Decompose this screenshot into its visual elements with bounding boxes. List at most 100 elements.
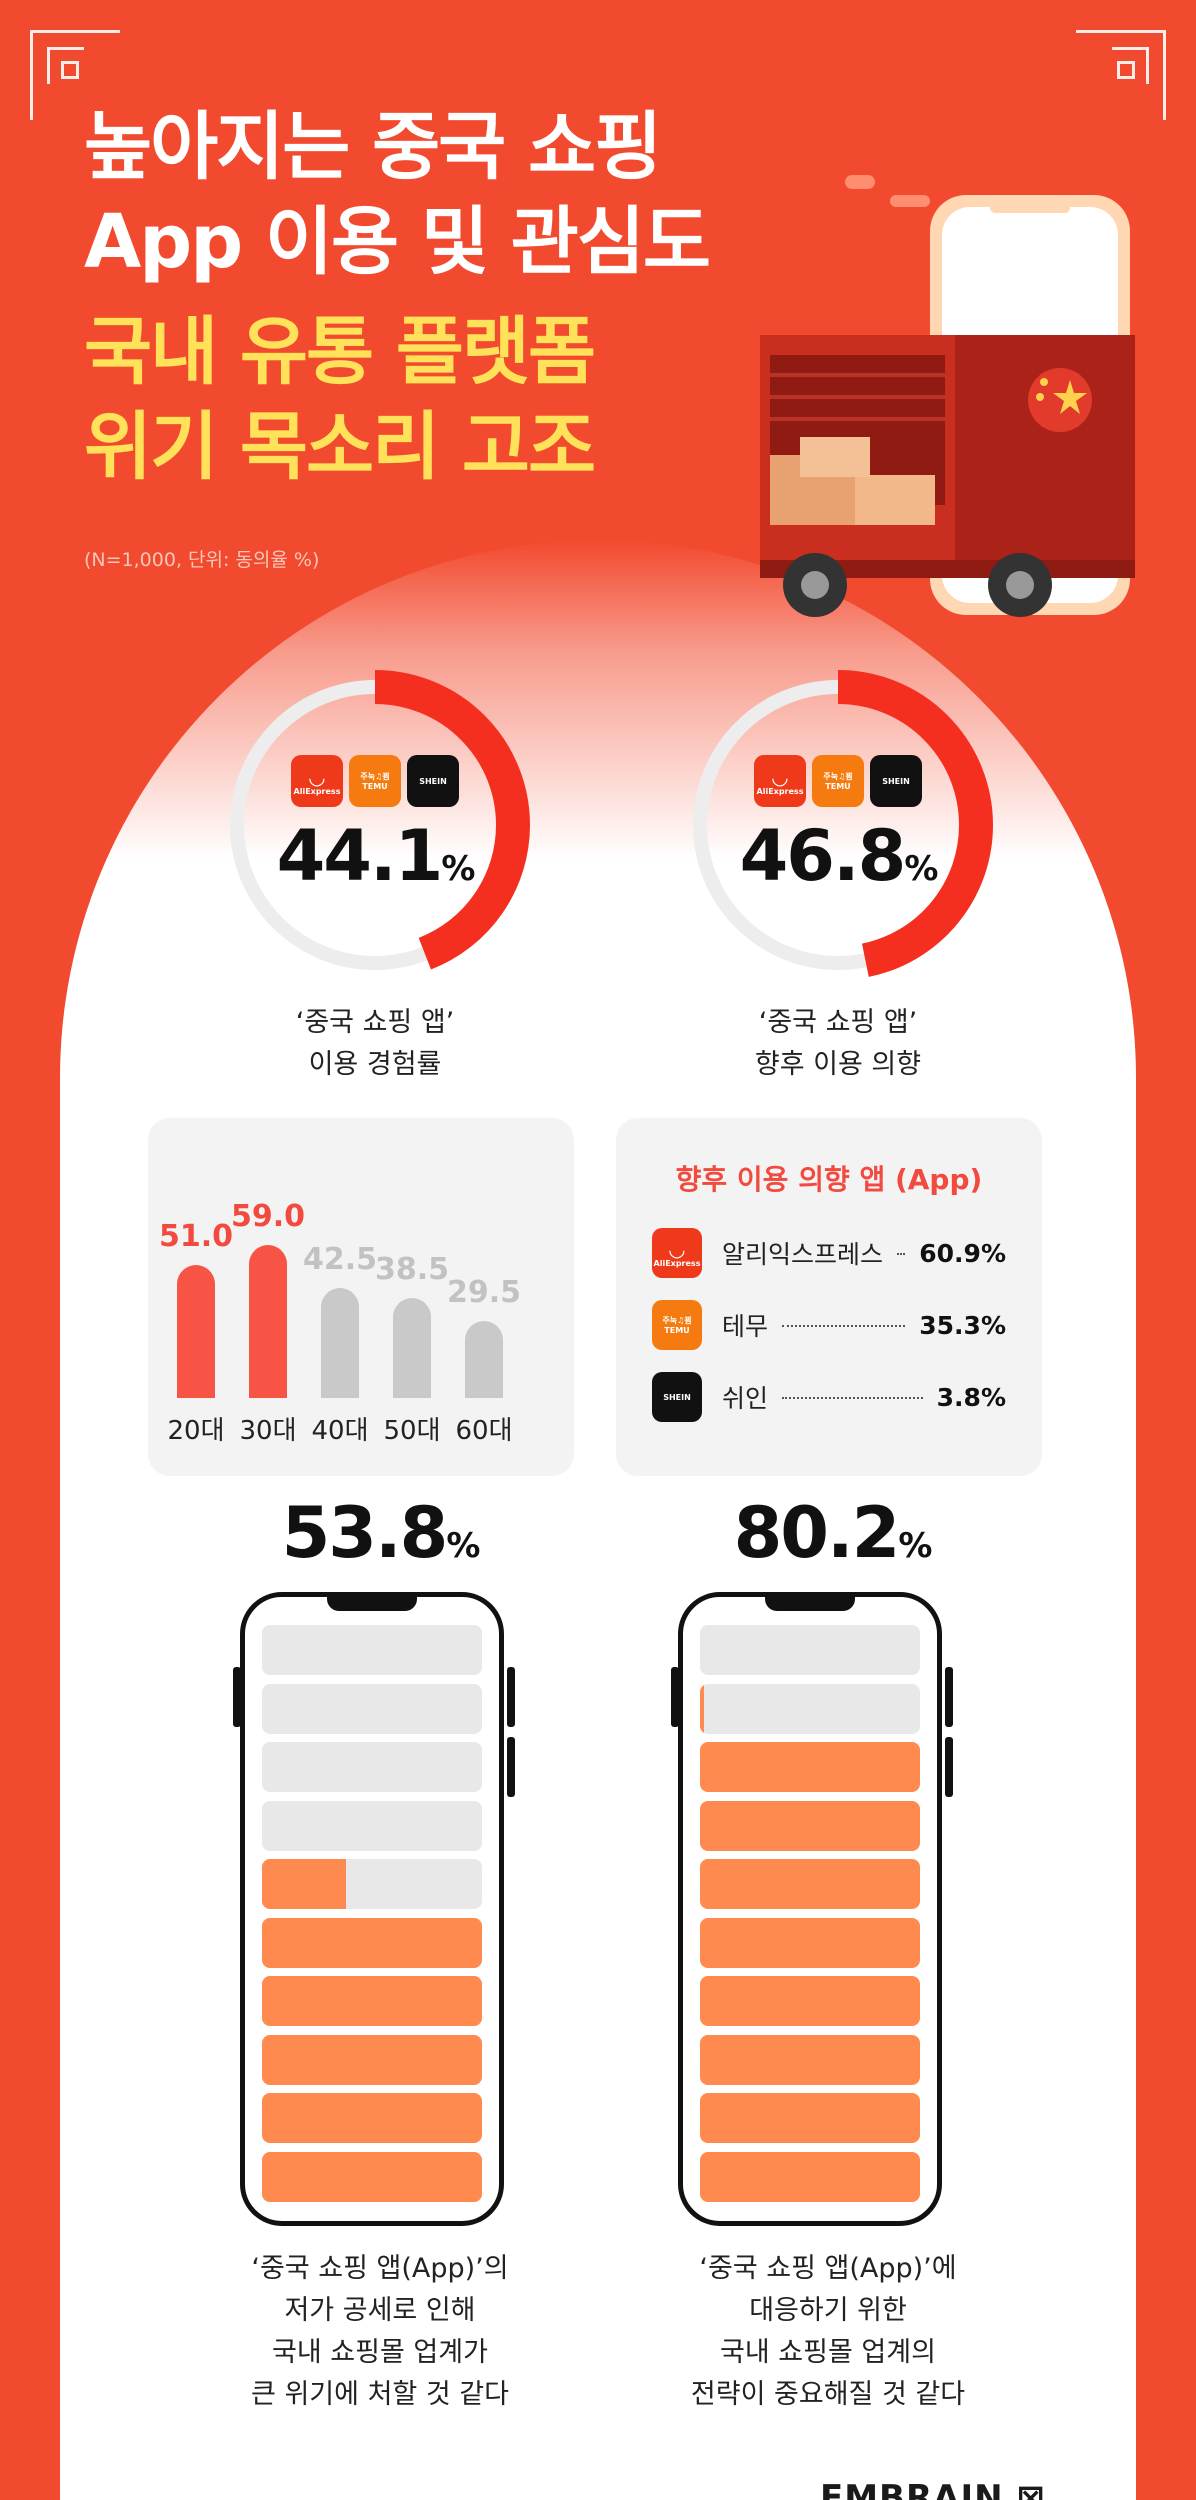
gauge-slot-fill	[700, 1976, 920, 2026]
aliexpress-icon: ◡ AliExpress	[652, 1228, 702, 1278]
donut-intent-caption: ‘중국 쇼핑 앱’ 향후 이용 의향	[668, 1002, 1008, 1086]
corner-ornament-left-icon	[30, 30, 120, 120]
leader-dots	[782, 1325, 906, 1327]
leader-dots	[897, 1253, 906, 1255]
bar-20대	[177, 1265, 215, 1398]
phone-gauge-crisis	[233, 1592, 515, 2226]
headline-line-1: 높아지는 중국 쇼핑	[84, 104, 662, 190]
gauge-slot-fill	[262, 1859, 346, 1909]
gauge-slot-fill	[262, 2151, 482, 2202]
bar-category-label: 20대	[167, 1416, 225, 1446]
aliexpress-icon: ◡ AliExpress	[754, 755, 806, 807]
donut-value: 44.1%	[276, 815, 476, 897]
headline-line-2: App 이용 및 관심도	[84, 199, 711, 285]
phone-side-button	[233, 1667, 241, 1727]
caption-line: ‘중국 쇼핑 앱’	[758, 1007, 918, 1038]
app-intent-title: 향후 이용 의향 앱 (App)	[675, 1163, 983, 1196]
gauge-slot	[262, 1625, 482, 1675]
gauge-slot	[700, 1742, 920, 1792]
bar-value-label: 29.5	[446, 1275, 522, 1311]
temu-icon: 주눅♫꾐 TEMU	[349, 755, 401, 807]
app-logos: ◡ AliExpress 주눅♫꾐 TEMU SHEIN	[205, 755, 545, 807]
bar-value-label: 38.5	[374, 1251, 450, 1287]
gauge-slot-fill	[262, 1917, 482, 1968]
app-name: 쉬인	[722, 1384, 769, 1413]
bar-category-label: 50대	[383, 1416, 441, 1446]
bar-50대	[393, 1297, 431, 1398]
caption-line: ‘중국 쇼핑 앱(App)’에	[699, 2253, 957, 2284]
app-percent: 60.9%	[919, 1238, 1006, 1268]
gauge-slot	[700, 1859, 920, 1909]
gauge-slot	[262, 2034, 482, 2085]
gauge-slot	[700, 2093, 920, 2143]
gauge-slot-fill	[700, 1859, 920, 1909]
caption-line: 향후 이용 의향	[754, 1049, 922, 1080]
phone-side-button	[507, 1667, 515, 1727]
gauge-slot-fill	[700, 1800, 920, 1851]
app-intent-row: SHEIN 쉬인 3.8%	[652, 1370, 1006, 1424]
app-name: 테무	[722, 1312, 769, 1341]
bar-30대	[249, 1244, 287, 1398]
bar-60대	[465, 1321, 503, 1398]
gauge-slot-fill	[700, 1917, 920, 1968]
donut-arc	[220, 670, 530, 980]
stat-crisis-value: 53.8%	[281, 1492, 481, 1574]
stat-crisis-caption: ‘중국 쇼핑 앱(App)’의 저가 공세로 인해 국내 쇼핑몰 업계가 큰 위…	[170, 2248, 590, 2416]
gauge-slot	[700, 1800, 920, 1851]
shein-icon: SHEIN	[870, 755, 922, 807]
gauge-slot	[262, 1683, 482, 1734]
donut-ring	[683, 670, 993, 980]
gauge-slot	[700, 1976, 920, 2026]
caption-line: ‘중국 쇼핑 앱’	[295, 1007, 455, 1038]
gauge-slot	[262, 1742, 482, 1792]
caption-line: 대응하기 위한	[749, 2295, 907, 2326]
shein-icon: SHEIN	[407, 755, 459, 807]
gauge-slot-fill	[700, 2151, 920, 2202]
app-logos: ◡ AliExpress 주눅♫꾐 TEMU SHEIN	[668, 755, 1008, 807]
temu-icon: 주눅♫꾐 TEMU	[812, 755, 864, 807]
phone-gauge-strategy	[671, 1592, 953, 2226]
gauge-slot	[700, 2151, 920, 2202]
sample-note: (N=1,000, 단위: 동의율 %)	[84, 549, 320, 571]
brand-logo: EMBRAIN ⊠	[820, 2478, 1046, 2500]
donut-usage-caption: ‘중국 쇼핑 앱’ 이용 경험률	[205, 1002, 545, 1086]
caption-line: 국내 쇼핑몰 업계가	[272, 2337, 488, 2368]
gauge-slot	[262, 1917, 482, 1968]
bar-category-label: 60대	[455, 1416, 513, 1446]
phone-notch	[765, 1595, 855, 1611]
donut-ring	[220, 670, 530, 980]
phone-notch	[327, 1595, 417, 1611]
gauge-slot	[262, 2151, 482, 2202]
corner-ornament-right-icon	[1076, 30, 1166, 120]
bar-40대	[321, 1287, 359, 1398]
stat-strategy-caption: ‘중국 쇼핑 앱(App)’에 대응하기 위한 국내 쇼핑몰 업계의 전략이 중…	[618, 2248, 1038, 2416]
donut-value: 46.8%	[739, 815, 939, 897]
caption-line: 저가 공세로 인해	[284, 2295, 476, 2326]
caption-line: 큰 위기에 처할 것 같다	[251, 2379, 509, 2410]
phone-side-button	[945, 1667, 953, 1727]
bar-value-label: 42.5	[302, 1241, 378, 1277]
stat-strategy-value: 80.2%	[733, 1492, 933, 1574]
gauge-slot	[700, 1625, 920, 1675]
donut-arc	[683, 670, 993, 980]
gauge-slot-fill	[262, 1976, 482, 2026]
gauge-slot-fill	[700, 1742, 920, 1792]
caption-line: 국내 쇼핑몰 업계의	[720, 2337, 936, 2368]
donut-usage-experience: ◡ AliExpress 주눅♫꾐 TEMU SHEIN 44.1%	[205, 655, 545, 995]
gauge-slot	[700, 1683, 920, 1734]
bar-category-label: 40대	[311, 1416, 369, 1446]
gauge-slot	[262, 1859, 482, 1909]
app-percent: 3.8%	[936, 1382, 1006, 1412]
gauge-slot	[262, 1976, 482, 2026]
phone-side-button	[671, 1667, 679, 1727]
app-name: 알리익스프레스	[722, 1240, 884, 1269]
donut-future-intent: ◡ AliExpress 주눅♫꾐 TEMU SHEIN 46.8%	[668, 655, 1008, 995]
gauge-slot-fill	[262, 2034, 482, 2085]
gauge-slot	[262, 1800, 482, 1851]
gauge-slot	[700, 2034, 920, 2085]
app-intent-row: 주눅♫꾐 TEMU 테무 35.3%	[652, 1298, 1006, 1352]
headline-line-4: 위기 목소리 고조	[84, 404, 596, 490]
phone-side-button	[945, 1737, 953, 1797]
caption-line: ‘중국 쇼핑 앱(App)’의	[251, 2253, 509, 2284]
leader-dots	[782, 1397, 923, 1399]
